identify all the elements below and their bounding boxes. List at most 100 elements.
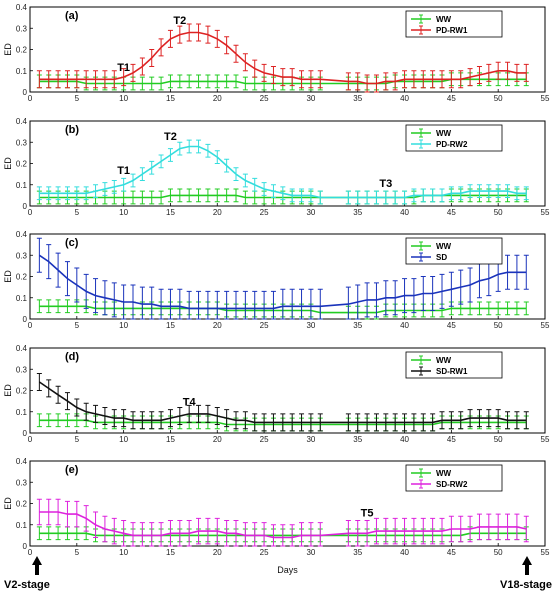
x-tick-label: 50 (494, 94, 503, 103)
series-line (38, 254, 527, 310)
x-tick-label: 10 (119, 208, 128, 217)
y-axis-label: ED (3, 497, 13, 510)
series-line (38, 381, 527, 424)
y-tick-label: 0.2 (16, 160, 28, 169)
x-tick-label: 0 (28, 94, 33, 103)
x-axis-label: Days (277, 565, 298, 575)
x-tick-label: 25 (260, 548, 269, 557)
stage-start-label: V2-stage (4, 579, 50, 591)
x-tick-label: 15 (166, 548, 175, 557)
legend-label: SD (436, 253, 447, 262)
x-tick-label: 10 (119, 548, 128, 557)
x-tick-label: 0 (28, 548, 33, 557)
annotation: T3 (379, 178, 392, 190)
y-tick-label: 0.1 (16, 521, 28, 530)
y-tick-label: 0 (23, 315, 28, 324)
panel-label: (e) (65, 464, 79, 476)
x-tick-label: 35 (353, 94, 362, 103)
legend: WW PD-RW1 (405, 10, 503, 38)
x-tick-label: 55 (541, 435, 550, 444)
x-tick-label: 0 (28, 321, 33, 330)
y-tick-label: 0.3 (16, 251, 28, 260)
x-tick-label: 35 (353, 208, 362, 217)
x-tick-label: 40 (400, 548, 409, 557)
annotation: T1 (117, 165, 130, 177)
x-tick-label: 30 (306, 94, 315, 103)
y-tick-label: 0 (23, 542, 28, 551)
x-tick-label: 50 (494, 435, 503, 444)
y-tick-label: 0 (23, 88, 28, 97)
x-tick-label: 20 (213, 435, 222, 444)
x-tick-label: 30 (306, 548, 315, 557)
legend: WW PD-RW2 (405, 124, 503, 152)
series-line (39, 31, 527, 85)
legend-label: SD-RW1 (436, 367, 468, 376)
y-tick-label: 0.1 (16, 294, 28, 303)
x-tick-label: 25 (260, 435, 269, 444)
legend-label: WW (436, 129, 452, 138)
x-tick-label: 0 (28, 208, 33, 217)
y-tick-label: 0.4 (16, 3, 28, 12)
y-tick-label: 0.2 (16, 273, 28, 282)
x-tick-label: 5 (75, 548, 80, 557)
x-tick-label: 0 (28, 435, 33, 444)
panel-label: (c) (65, 237, 79, 249)
y-tick-label: 0.3 (16, 24, 28, 33)
y-tick-label: 0.3 (16, 138, 28, 147)
series-PD-RW1 (36, 23, 529, 93)
x-tick-label: 45 (447, 208, 456, 217)
series-SD-RW2 (36, 498, 529, 547)
annotation: T2 (164, 131, 177, 143)
y-axis-label: ED (3, 157, 13, 170)
x-tick-label: 25 (260, 208, 269, 217)
y-tick-label: 0.3 (16, 478, 28, 487)
legend-label: PD-RW1 (436, 26, 468, 35)
x-tick-label: 45 (447, 435, 456, 444)
legend-label: WW (436, 469, 452, 478)
x-tick-label: 15 (166, 208, 175, 217)
x-tick-label: 40 (400, 208, 409, 217)
y-tick-label: 0.2 (16, 387, 28, 396)
x-tick-label: 30 (306, 321, 315, 330)
x-tick-label: 10 (119, 94, 128, 103)
legend-label: PD-RW2 (436, 140, 468, 149)
y-tick-label: 0.2 (16, 500, 28, 509)
y-tick-label: 0.4 (16, 344, 28, 353)
panel-a: 0 5 10 15 20 25 30 35 40 45 50 55 0 0.1 0.2 0.3 0.4 ED (a)… (3, 3, 550, 103)
legend-label: WW (436, 242, 452, 251)
x-tick-label: 45 (447, 321, 456, 330)
x-tick-label: 5 (75, 208, 80, 217)
series-line (39, 145, 527, 199)
x-tick-label: 55 (541, 94, 550, 103)
y-tick-label: 0.1 (16, 408, 28, 417)
panel-label: (b) (65, 124, 79, 136)
x-tick-label: 20 (213, 208, 222, 217)
annotation: T5 (361, 507, 374, 519)
x-tick-label: 40 (400, 435, 409, 444)
x-tick-label: 40 (400, 321, 409, 330)
legend-label: SD-RW2 (436, 480, 468, 489)
x-tick-label: 40 (400, 94, 409, 103)
y-tick-label: 0.3 (16, 365, 28, 374)
legend: WW SD-RW2 (405, 464, 503, 492)
annotation: T2 (173, 15, 186, 27)
x-tick-label: 5 (75, 435, 80, 444)
legend-label: WW (436, 15, 452, 24)
legend: WW SD (405, 237, 503, 265)
stage-end-label: V18-stage (500, 579, 552, 591)
panel-b: 0 5 10 15 20 25 30 35 40 45 50 55 0 0.1 0.2 0.3 0.4 ED (b)… (3, 117, 550, 217)
annotation: T4 (183, 396, 197, 408)
x-tick-label: 20 (213, 321, 222, 330)
x-tick-label: 25 (260, 94, 269, 103)
panel-d: 0 5 10 15 20 25 30 35 40 45 50 55 0 0.1 0.2 0.3 0.4 ED (d)… (3, 344, 550, 444)
x-tick-label: 35 (353, 321, 362, 330)
y-axis-label: ED (3, 270, 13, 283)
x-tick-label: 15 (166, 94, 175, 103)
x-tick-label: 25 (260, 321, 269, 330)
x-tick-label: 20 (213, 548, 222, 557)
panel-label: (d) (65, 351, 79, 363)
series-SD (36, 237, 529, 320)
x-tick-label: 5 (75, 94, 80, 103)
x-tick-label: 5 (75, 321, 80, 330)
